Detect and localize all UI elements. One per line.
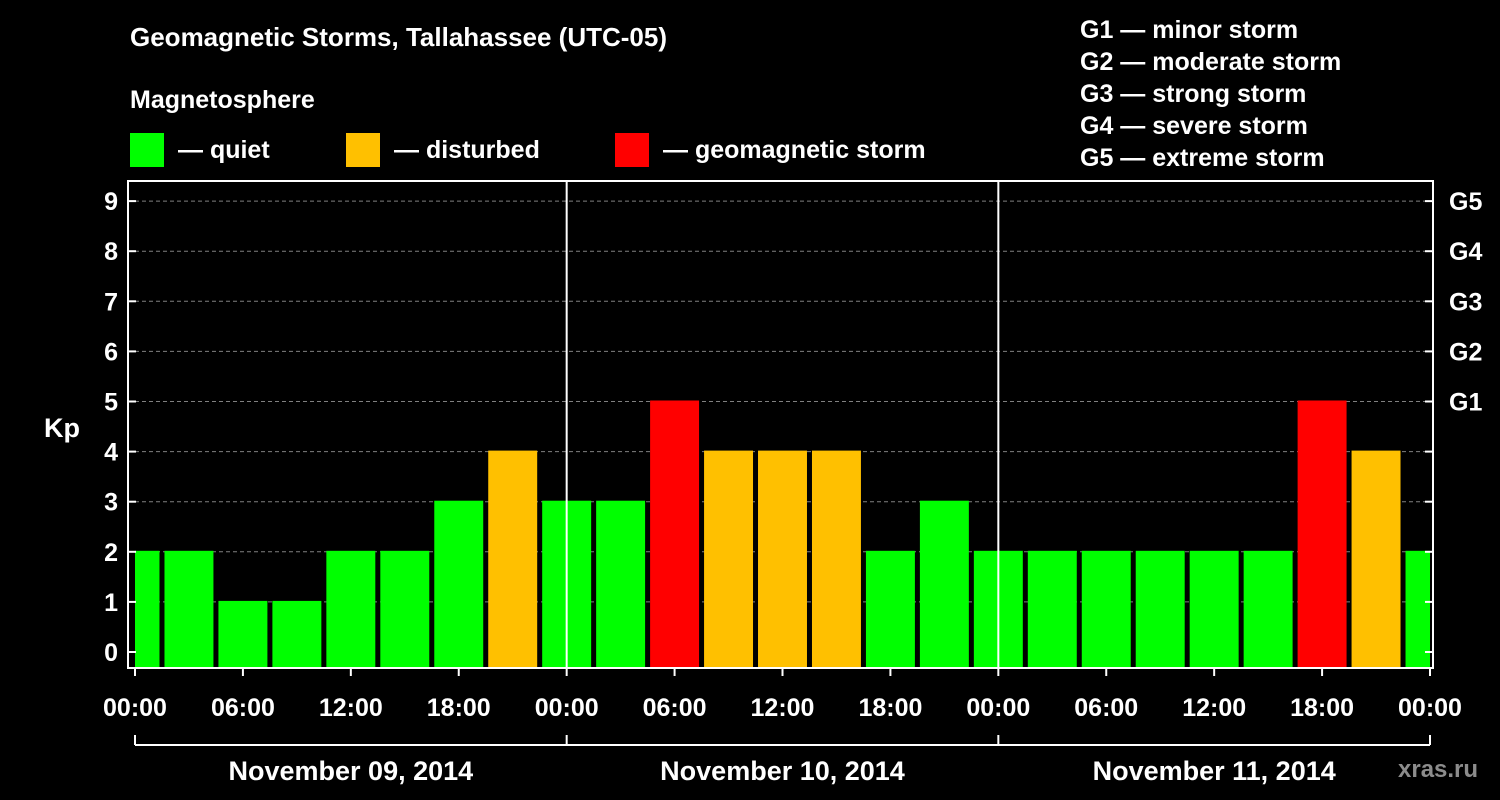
- kp-bar: [488, 450, 538, 668]
- legend-storm: — geomagnetic storm: [615, 133, 926, 167]
- kp-bar: [704, 450, 754, 668]
- chart-title: Geomagnetic Storms, Tallahassee (UTC-05): [130, 22, 668, 52]
- y-axis-label: Kp: [44, 413, 80, 443]
- x-tick-label: 12:00: [751, 694, 815, 722]
- date-label: November 09, 2014: [229, 756, 474, 786]
- chart-subtitle: Magnetosphere: [130, 86, 315, 114]
- x-tick-label: 00:00: [103, 694, 167, 722]
- g-tick-label-G2: G2: [1449, 338, 1482, 366]
- x-tick-label: 00:00: [966, 694, 1030, 722]
- kp-bar: [1243, 550, 1293, 668]
- legend-quiet-label: — quiet: [178, 135, 270, 164]
- g-tick-label-G5: G5: [1449, 188, 1482, 216]
- x-tick-label: 06:00: [643, 694, 707, 722]
- g-tick-label-G1: G1: [1449, 389, 1482, 417]
- kp-bar: [1351, 450, 1401, 668]
- bars: [135, 400, 1430, 668]
- y-tick-label-3: 3: [104, 489, 118, 517]
- kp-bar: [919, 500, 969, 668]
- legend-disturbed-label: — disturbed: [394, 135, 540, 164]
- axes: [127, 180, 1434, 746]
- kp-bar: [434, 500, 484, 668]
- legend-quiet: — quiet: [130, 133, 270, 167]
- date-label: November 11, 2014: [1093, 756, 1336, 786]
- kp-bar: [1297, 400, 1347, 668]
- plot-frame: [127, 180, 1434, 669]
- kp-bar: [596, 500, 646, 668]
- kp-bar: [811, 450, 861, 668]
- kp-bar: [1135, 550, 1185, 668]
- y-tick-label-6: 6: [104, 338, 118, 366]
- x-tick-label: 18:00: [1290, 694, 1354, 722]
- axis-labels: 0 1 2 3 4 5 6 7 8 9 G1 G2 G3 G4 G5 00:00 06:00 12:00 18:00…: [103, 188, 1482, 786]
- g-tick-label-G3: G3: [1449, 288, 1482, 316]
- x-tick-label: 12:00: [319, 694, 383, 722]
- legend-disturbed-swatch: [346, 133, 380, 167]
- kp-bar: [650, 400, 700, 668]
- x-tick-label: 18:00: [858, 694, 922, 722]
- y-tick-label-4: 4: [104, 439, 118, 467]
- x-tick-label: 12:00: [1182, 694, 1246, 722]
- g1-legend: G1 — minor storm: [1080, 16, 1299, 44]
- x-tick-label: 18:00: [427, 694, 491, 722]
- y-tick-label-0: 0: [104, 639, 118, 667]
- kp-bar: [135, 550, 160, 668]
- g4-legend: G4 — severe storm: [1080, 112, 1308, 140]
- y-tick-label-2: 2: [104, 539, 118, 567]
- g3-legend: G3 — strong storm: [1080, 80, 1307, 108]
- x-tick-label: 00:00: [1398, 694, 1462, 722]
- kp-bar: [218, 600, 268, 668]
- y-tick-label-7: 7: [104, 288, 118, 316]
- y-tick-label-5: 5: [104, 389, 118, 417]
- kp-bar: [272, 600, 322, 668]
- x-tick-label: 06:00: [211, 694, 275, 722]
- x-tick-label: 00:00: [535, 694, 599, 722]
- kp-bar: [1081, 550, 1131, 668]
- legend-storm-swatch: [615, 133, 649, 167]
- g5-legend: G5 — extreme storm: [1080, 144, 1325, 172]
- x-tick-label: 06:00: [1074, 694, 1138, 722]
- date-label: November 10, 2014: [660, 756, 905, 786]
- kp-bar: [1405, 550, 1430, 668]
- g-scale-legend: G1 — minor storm G2 — moderate storm G3 …: [1080, 14, 1341, 174]
- watermark: xras.ru: [1398, 756, 1479, 783]
- y-tick-label-9: 9: [104, 188, 118, 216]
- kp-bar: [758, 450, 807, 668]
- kp-bar: [1189, 550, 1239, 668]
- kp-bar: [865, 550, 915, 668]
- g2-legend: G2 — moderate storm: [1080, 48, 1342, 76]
- y-tick-label-8: 8: [104, 238, 118, 266]
- y-tick-label-1: 1: [104, 589, 118, 617]
- legend-quiet-swatch: [130, 133, 164, 167]
- g-tick-label-G4: G4: [1449, 238, 1482, 266]
- kp-bar: [164, 550, 214, 668]
- legend-storm-label: — geomagnetic storm: [663, 135, 926, 164]
- kp-bar: [326, 550, 376, 668]
- legend-disturbed: — disturbed: [346, 133, 540, 167]
- kp-bar: [1027, 550, 1077, 668]
- kp-bar: [380, 550, 430, 668]
